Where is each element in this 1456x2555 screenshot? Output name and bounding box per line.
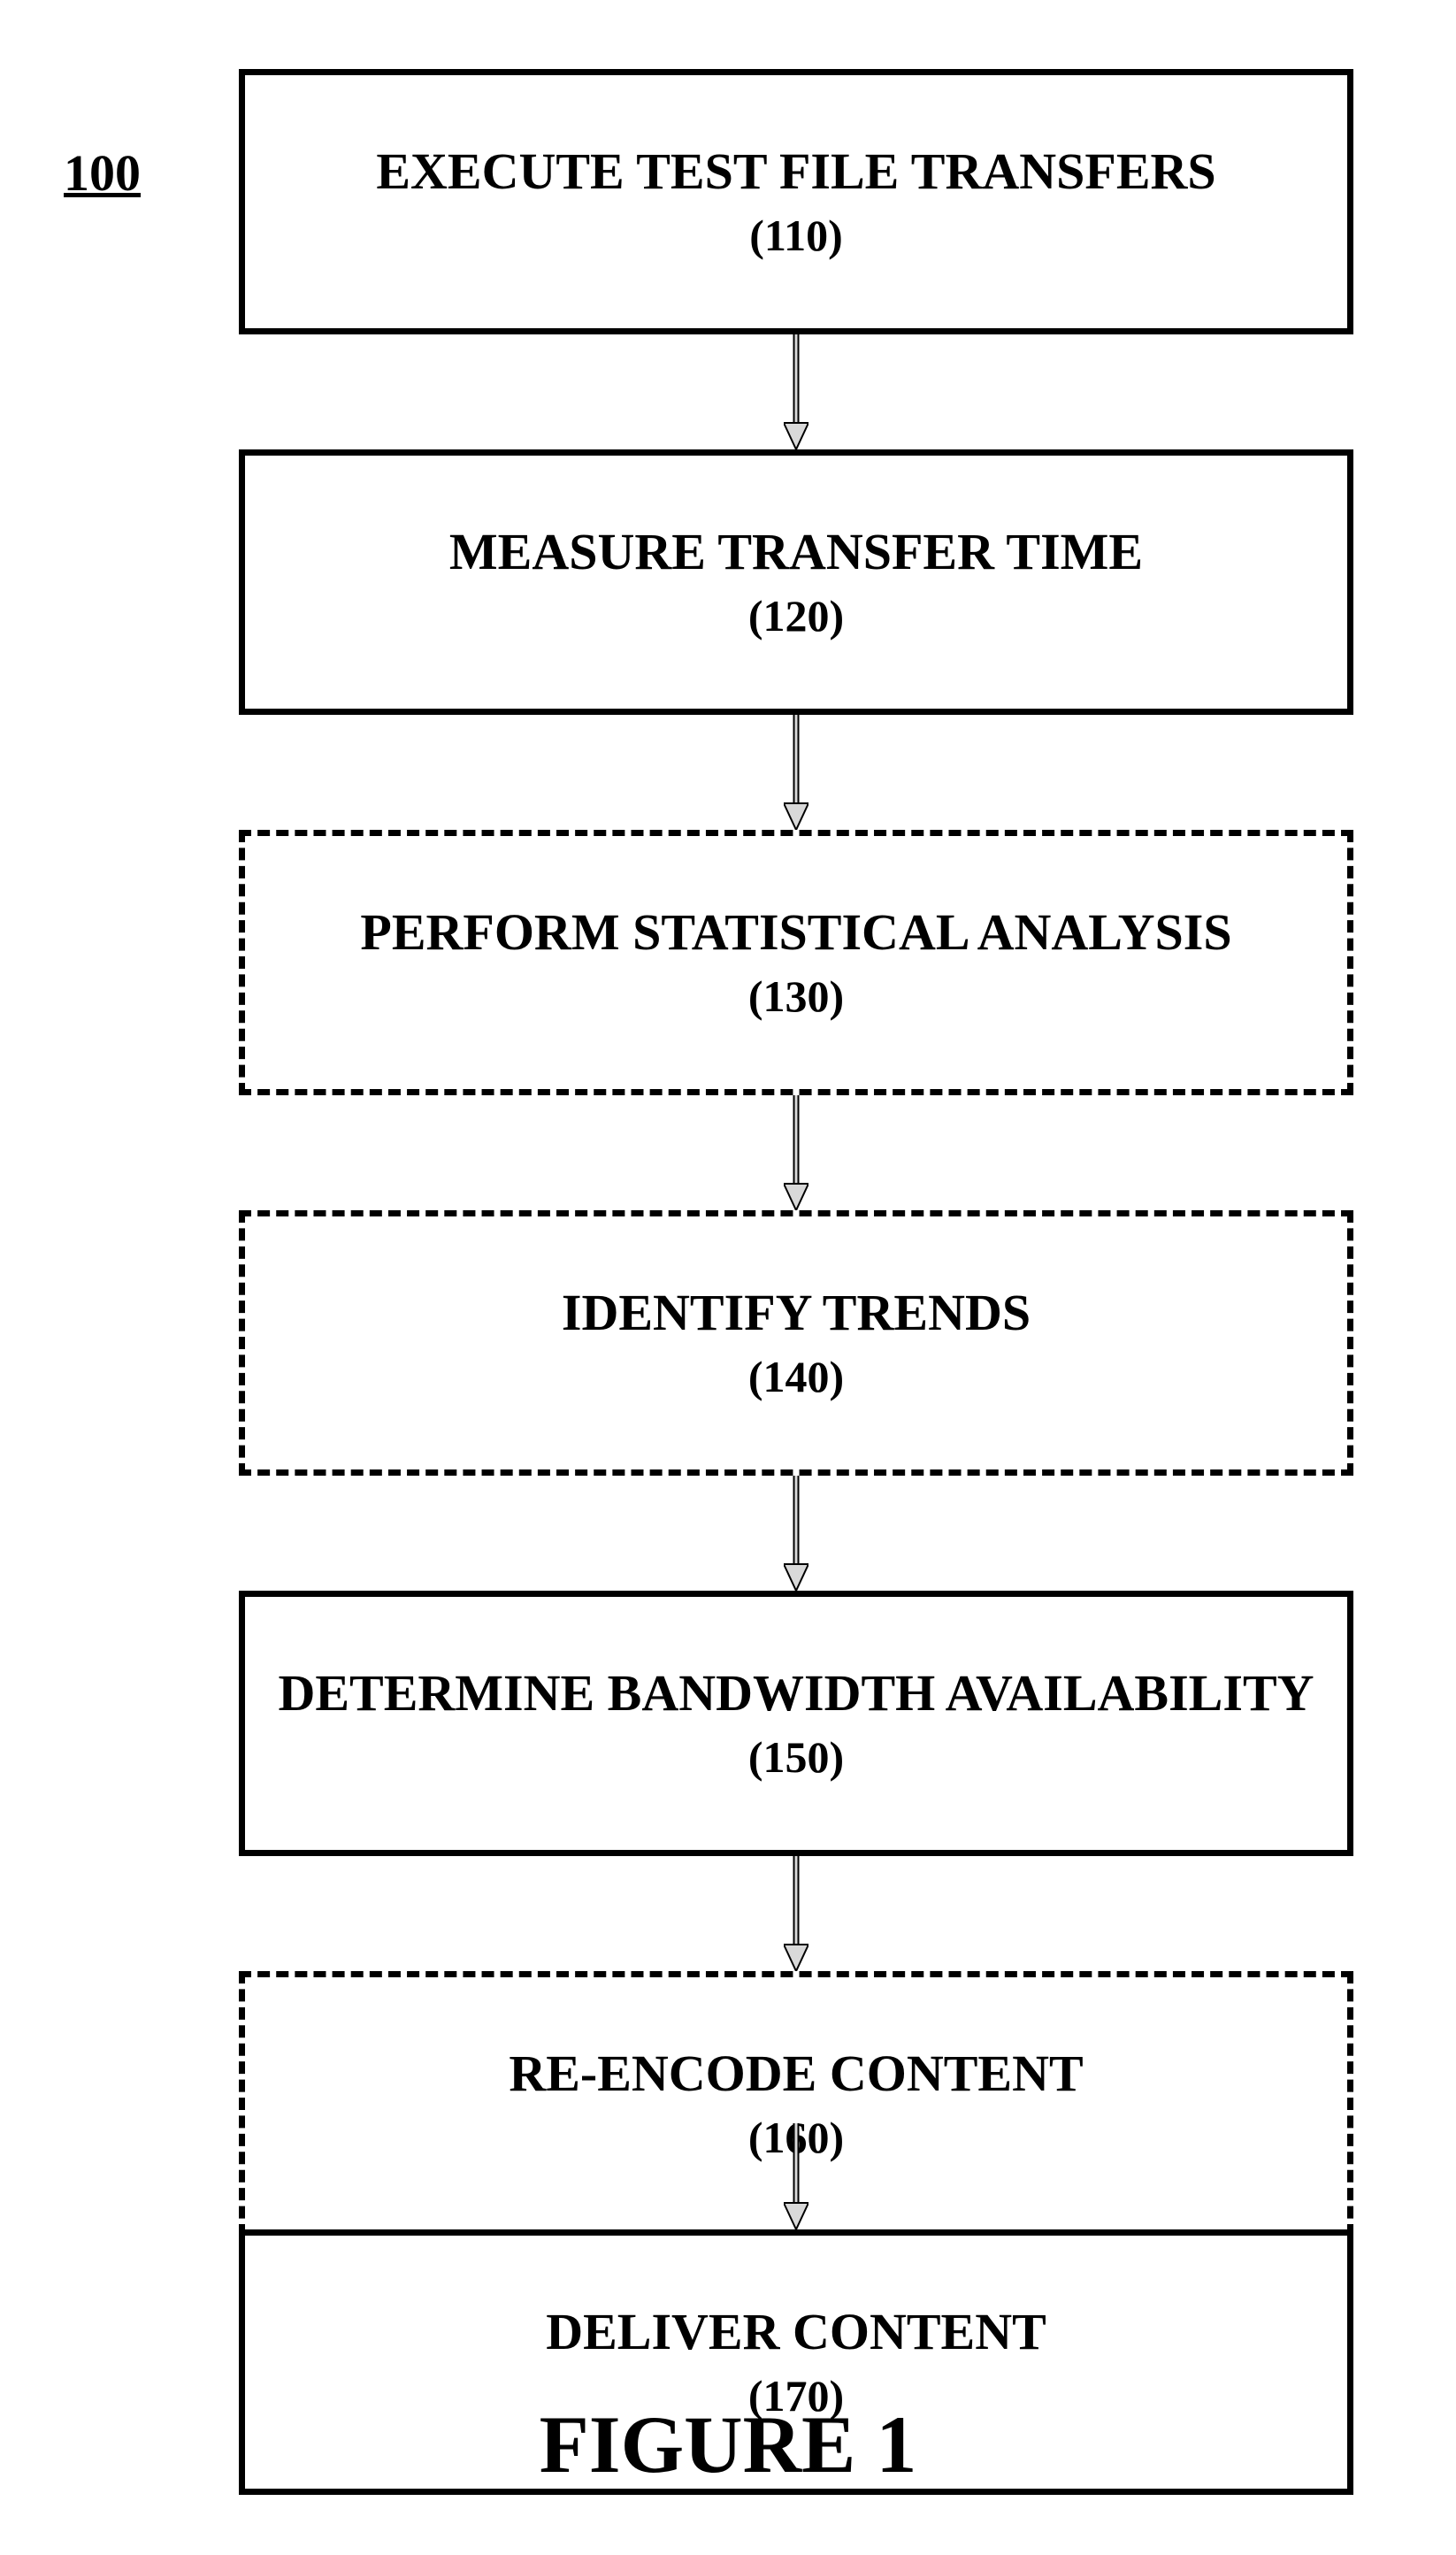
- flowchart-node-n110: EXECUTE TEST FILE TRANSFERS (110): [239, 69, 1353, 334]
- figure-reference-label: 100: [64, 143, 141, 203]
- node-number: (150): [748, 1732, 844, 1784]
- flowchart-arrow-a5: [784, 1856, 808, 1971]
- flowchart-node-n130: PERFORM STATISTICAL ANALYSIS (130): [239, 830, 1353, 1095]
- node-number: (110): [749, 211, 843, 262]
- node-title: EXECUTE TEST FILE TRANSFERS: [376, 142, 1215, 202]
- node-title: DELIVER CONTENT: [546, 2303, 1046, 2362]
- node-title: RE-ENCODE CONTENT: [509, 2045, 1083, 2104]
- node-number: (120): [748, 591, 844, 642]
- flowchart-node-n150: DETERMINE BANDWIDTH AVAILABILITY (150): [239, 1591, 1353, 1856]
- flowchart-arrow-a4: [784, 1476, 808, 1591]
- flowchart-arrow-a2: [784, 715, 808, 830]
- flowchart-page: 100 EXECUTE TEST FILE TRANSFERS (110) MEAS…: [0, 0, 1456, 2555]
- flowchart-node-n140: IDENTIFY TRENDS (140): [239, 1210, 1353, 1476]
- flowchart-arrow-a6: [784, 2123, 808, 2229]
- node-title: PERFORM STATISTICAL ANALYSIS: [360, 903, 1231, 963]
- flowchart-node-n120: MEASURE TRANSFER TIME (120): [239, 449, 1353, 715]
- flowchart-arrow-a1: [784, 334, 808, 449]
- node-number: (140): [748, 1352, 844, 1403]
- figure-caption: FIGURE 1: [0, 2398, 1456, 2491]
- flowchart-arrow-a3: [784, 1095, 808, 1210]
- node-title: IDENTIFY TRENDS: [562, 1284, 1031, 1343]
- node-title: DETERMINE BANDWIDTH AVAILABILITY: [278, 1664, 1314, 1723]
- node-title: MEASURE TRANSFER TIME: [449, 523, 1143, 582]
- node-number: (130): [748, 971, 844, 1023]
